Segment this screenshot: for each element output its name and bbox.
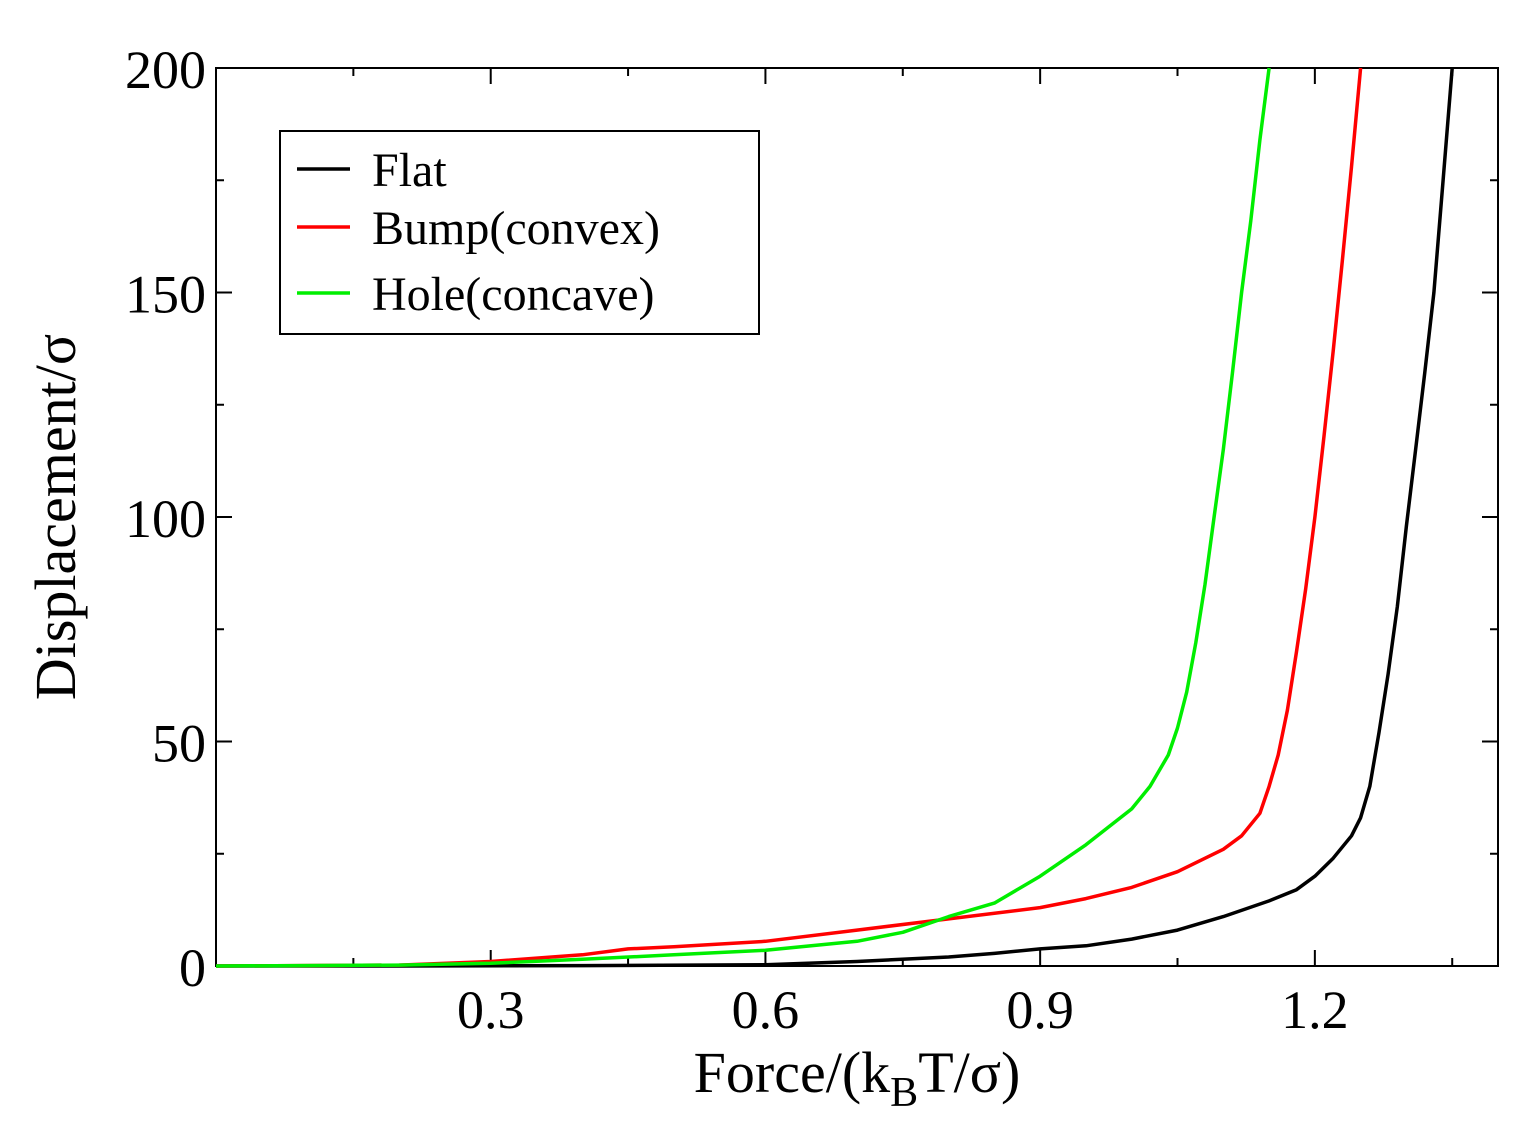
y-tick-label: 0 — [179, 938, 206, 998]
y-tick-label: 150 — [125, 265, 206, 325]
legend-label: Flat — [372, 144, 447, 197]
series-line-0 — [216, 67, 1454, 968]
x-axis-title-rest: T/σ) — [918, 1040, 1020, 1105]
x-tick-label: 1.2 — [1281, 980, 1349, 1040]
x-axis-title: Force/(kBT/σ) — [694, 1040, 1021, 1116]
x-tick-label: 0.3 — [457, 980, 525, 1040]
legend-box — [279, 130, 760, 335]
y-tick-label: 100 — [125, 489, 206, 549]
x-tick-label: 0.6 — [732, 980, 800, 1040]
axis-ticks: 0.3 0.6 0.9 1.2 0 50 100 150 200 — [125, 40, 1498, 1040]
series-line-1 — [215, 67, 1363, 968]
x-axis-title-subscript: B — [890, 1070, 918, 1116]
series-lines — [215, 67, 1454, 968]
series-line-2 — [215, 67, 1271, 968]
y-axis-title: Displacement/σ — [23, 334, 88, 700]
legend-label: Bump(convex) — [372, 202, 660, 255]
y-tick-label: 50 — [152, 714, 206, 774]
x-axis-title-main: Force/(k — [694, 1040, 891, 1105]
legend-label: Hole(concave) — [372, 268, 655, 321]
x-tick-label: 0.9 — [1006, 980, 1074, 1040]
y-tick-label: 200 — [125, 40, 206, 100]
